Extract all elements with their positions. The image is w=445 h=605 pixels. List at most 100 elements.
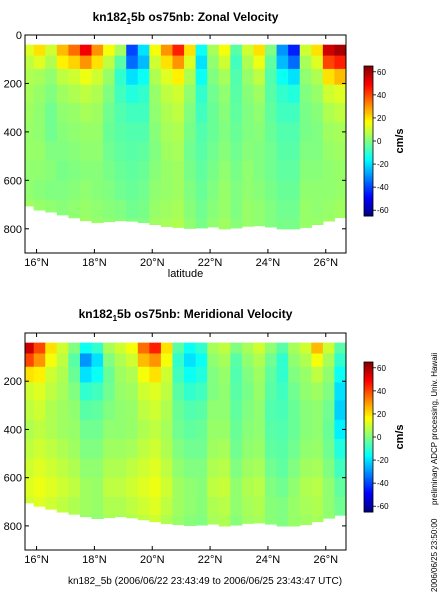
velocity-cell [253, 141, 266, 162]
colorbar-swatch [364, 185, 373, 189]
colorbar-swatch [364, 119, 373, 123]
velocity-cell [45, 353, 58, 368]
colorbar-swatch [364, 479, 373, 483]
velocity-cell [207, 515, 220, 525]
colorbar-swatch [364, 444, 373, 447]
colorbar-swatch [364, 453, 373, 457]
velocity-cell [195, 382, 208, 402]
colorbar-swatch [364, 133, 373, 137]
velocity-cell [79, 84, 93, 104]
velocity-cell [195, 199, 208, 219]
velocity-cell [114, 199, 127, 219]
velocity-cell [276, 496, 289, 516]
velocity-cell [103, 458, 116, 479]
y-tick-label: 800 [4, 521, 22, 533]
velocity-cell [311, 400, 324, 421]
chart-title: kn18215b os75nb: Zonal Velocity [93, 10, 279, 26]
colorbar-swatch [364, 425, 373, 429]
velocity-cell [311, 160, 324, 181]
velocity-cell [322, 439, 336, 459]
velocity-cell [25, 44, 35, 57]
velocity-cell [288, 353, 301, 368]
velocity-cell [311, 44, 324, 57]
velocity-cell [184, 180, 197, 201]
velocity-cell [184, 353, 197, 368]
velocity-cell [160, 180, 174, 201]
velocity-cell [207, 439, 220, 459]
colorbar-swatch [364, 171, 373, 175]
velocity-cell [184, 419, 197, 440]
velocity-cell [126, 342, 139, 355]
velocity-cell [334, 44, 346, 57]
plot-frame [24, 332, 347, 551]
velocity-cell [311, 366, 324, 384]
colorbar-swatch [364, 373, 373, 377]
velocity-cell [45, 44, 58, 57]
velocity-cell [79, 458, 93, 479]
velocity-cell [126, 419, 139, 440]
velocity-cell [114, 515, 127, 518]
velocity-cell [230, 382, 243, 402]
colorbar-swatch [364, 448, 373, 452]
velocity-cell [33, 477, 46, 498]
velocity-cell [265, 458, 278, 479]
velocity-cell [91, 44, 104, 57]
velocity-cell [334, 496, 346, 516]
colorbar-tick-label: 40 [377, 387, 386, 396]
velocity-cell [45, 439, 58, 459]
velocity-cell [160, 515, 174, 525]
velocity-cell [311, 84, 324, 104]
velocity-cell [253, 84, 266, 104]
velocity-cell [195, 102, 208, 123]
velocity-cell [334, 439, 346, 459]
velocity-cell [334, 366, 346, 384]
velocity-cell [207, 382, 220, 402]
velocity-cell [149, 44, 162, 57]
velocity-cell [299, 382, 312, 402]
colorbar-swatch [364, 439, 373, 443]
colorbar-swatch [364, 385, 373, 389]
velocity-cell [45, 366, 58, 384]
velocity-cell [68, 180, 81, 201]
velocity-cell [241, 160, 255, 181]
velocity-cell [114, 102, 127, 123]
velocity-cell [91, 382, 104, 402]
colorbar-swatch [364, 507, 373, 511]
colorbar-swatch [364, 481, 373, 485]
velocity-cell [137, 84, 150, 104]
velocity-cell [195, 496, 208, 516]
velocity-cell [149, 102, 162, 123]
colorbar-swatch [364, 392, 373, 396]
velocity-cell [160, 439, 174, 459]
colorbar-swatch [364, 474, 373, 478]
colorbar-swatch [364, 148, 373, 151]
velocity-cell [45, 419, 58, 440]
velocity-cell [45, 496, 58, 510]
velocity-cell [137, 515, 150, 521]
velocity-cell [218, 102, 231, 123]
velocity-cell [241, 55, 255, 70]
velocity-cell [137, 458, 150, 479]
velocity-cell [79, 199, 93, 219]
velocity-cell [126, 160, 139, 181]
velocity-cell [253, 439, 266, 459]
velocity-cell [265, 342, 278, 355]
velocity-cell [288, 439, 301, 459]
velocity-cell [68, 419, 81, 440]
colorbar-swatch [364, 509, 373, 513]
velocity-cell [103, 400, 116, 421]
velocity-cell [322, 353, 336, 368]
velocity-cell [195, 44, 208, 57]
velocity-cell [253, 353, 266, 368]
velocity-cell [334, 160, 346, 181]
velocity-cell [230, 68, 243, 86]
velocity-cell [137, 68, 150, 86]
velocity-cell [334, 382, 346, 402]
colorbar-swatch [364, 383, 373, 386]
colorbar-swatch [364, 483, 373, 487]
velocity-cell [45, 141, 58, 162]
colorbar-swatch [364, 415, 373, 419]
velocity-cell [79, 141, 93, 162]
velocity-cell [149, 496, 162, 516]
